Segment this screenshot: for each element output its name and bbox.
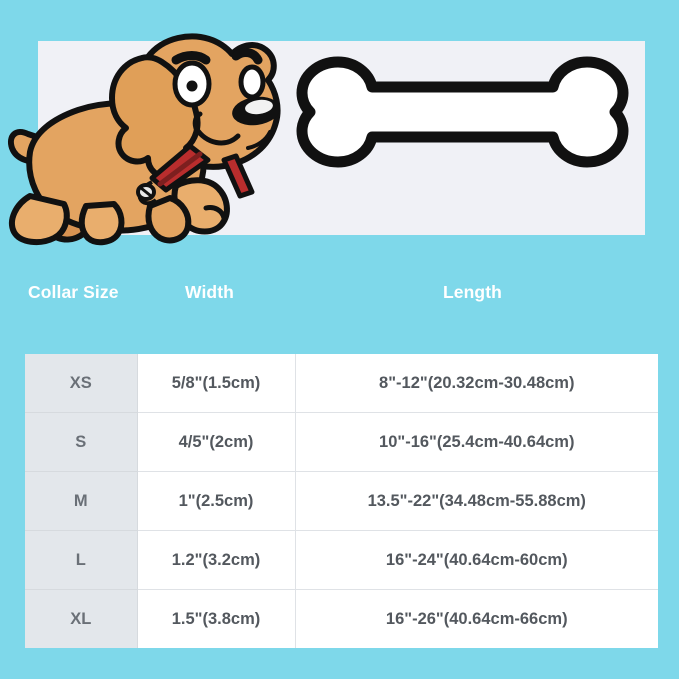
cell-size: M <box>25 471 138 531</box>
hero-illustration-panel <box>8 33 645 246</box>
hero-artwork <box>0 0 679 260</box>
cell-length: 13.5"-22"(34.48cm-55.88cm) <box>295 471 658 531</box>
cell-width: 5/8"(1.5cm) <box>137 354 296 413</box>
dog-illustration <box>8 33 281 246</box>
column-header-length: Length <box>443 282 502 302</box>
leash-clip-icon <box>136 180 158 206</box>
size-table-body: XS 5/8"(1.5cm) 8"-12"(20.32cm-30.48cm) S… <box>25 354 658 648</box>
table-row: XS 5/8"(1.5cm) 8"-12"(20.32cm-30.48cm) <box>25 354 658 413</box>
cell-size: XL <box>25 589 138 648</box>
cell-width: 1.2"(3.2cm) <box>137 530 296 590</box>
table-row: S 4/5"(2cm) 10"-16"(25.4cm-40.64cm) <box>25 412 658 472</box>
cell-length: 16"-24"(40.64cm-60cm) <box>295 530 658 590</box>
cell-width: 4/5"(2cm) <box>137 412 296 472</box>
table-row: L 1.2"(3.2cm) 16"-24"(40.64cm-60cm) <box>25 530 658 590</box>
cell-size: L <box>25 530 138 590</box>
cell-length: 8"-12"(20.32cm-30.48cm) <box>295 354 658 413</box>
table-column-headers: Collar Size Width Length <box>0 262 679 328</box>
cell-width: 1.5"(3.8cm) <box>137 589 296 648</box>
column-header-width: Width <box>185 282 234 302</box>
collar-size-table: XS 5/8"(1.5cm) 8"-12"(20.32cm-30.48cm) S… <box>25 354 658 648</box>
cell-width: 1"(2.5cm) <box>137 471 296 531</box>
table-row: XL 1.5"(3.8cm) 16"-26"(40.64cm-66cm) <box>25 589 658 648</box>
cell-length: 10"-16"(25.4cm-40.64cm) <box>295 412 658 472</box>
bone-icon <box>296 56 629 168</box>
cell-length: 16"-26"(40.64cm-66cm) <box>385 609 568 628</box>
cell-size: S <box>25 412 138 472</box>
column-header-collar-size: Collar Size <box>28 282 119 302</box>
cell-size: XS <box>25 354 138 413</box>
table-row: M 1"(2.5cm) 13.5"-22"(34.48cm-55.88cm) <box>25 471 658 531</box>
